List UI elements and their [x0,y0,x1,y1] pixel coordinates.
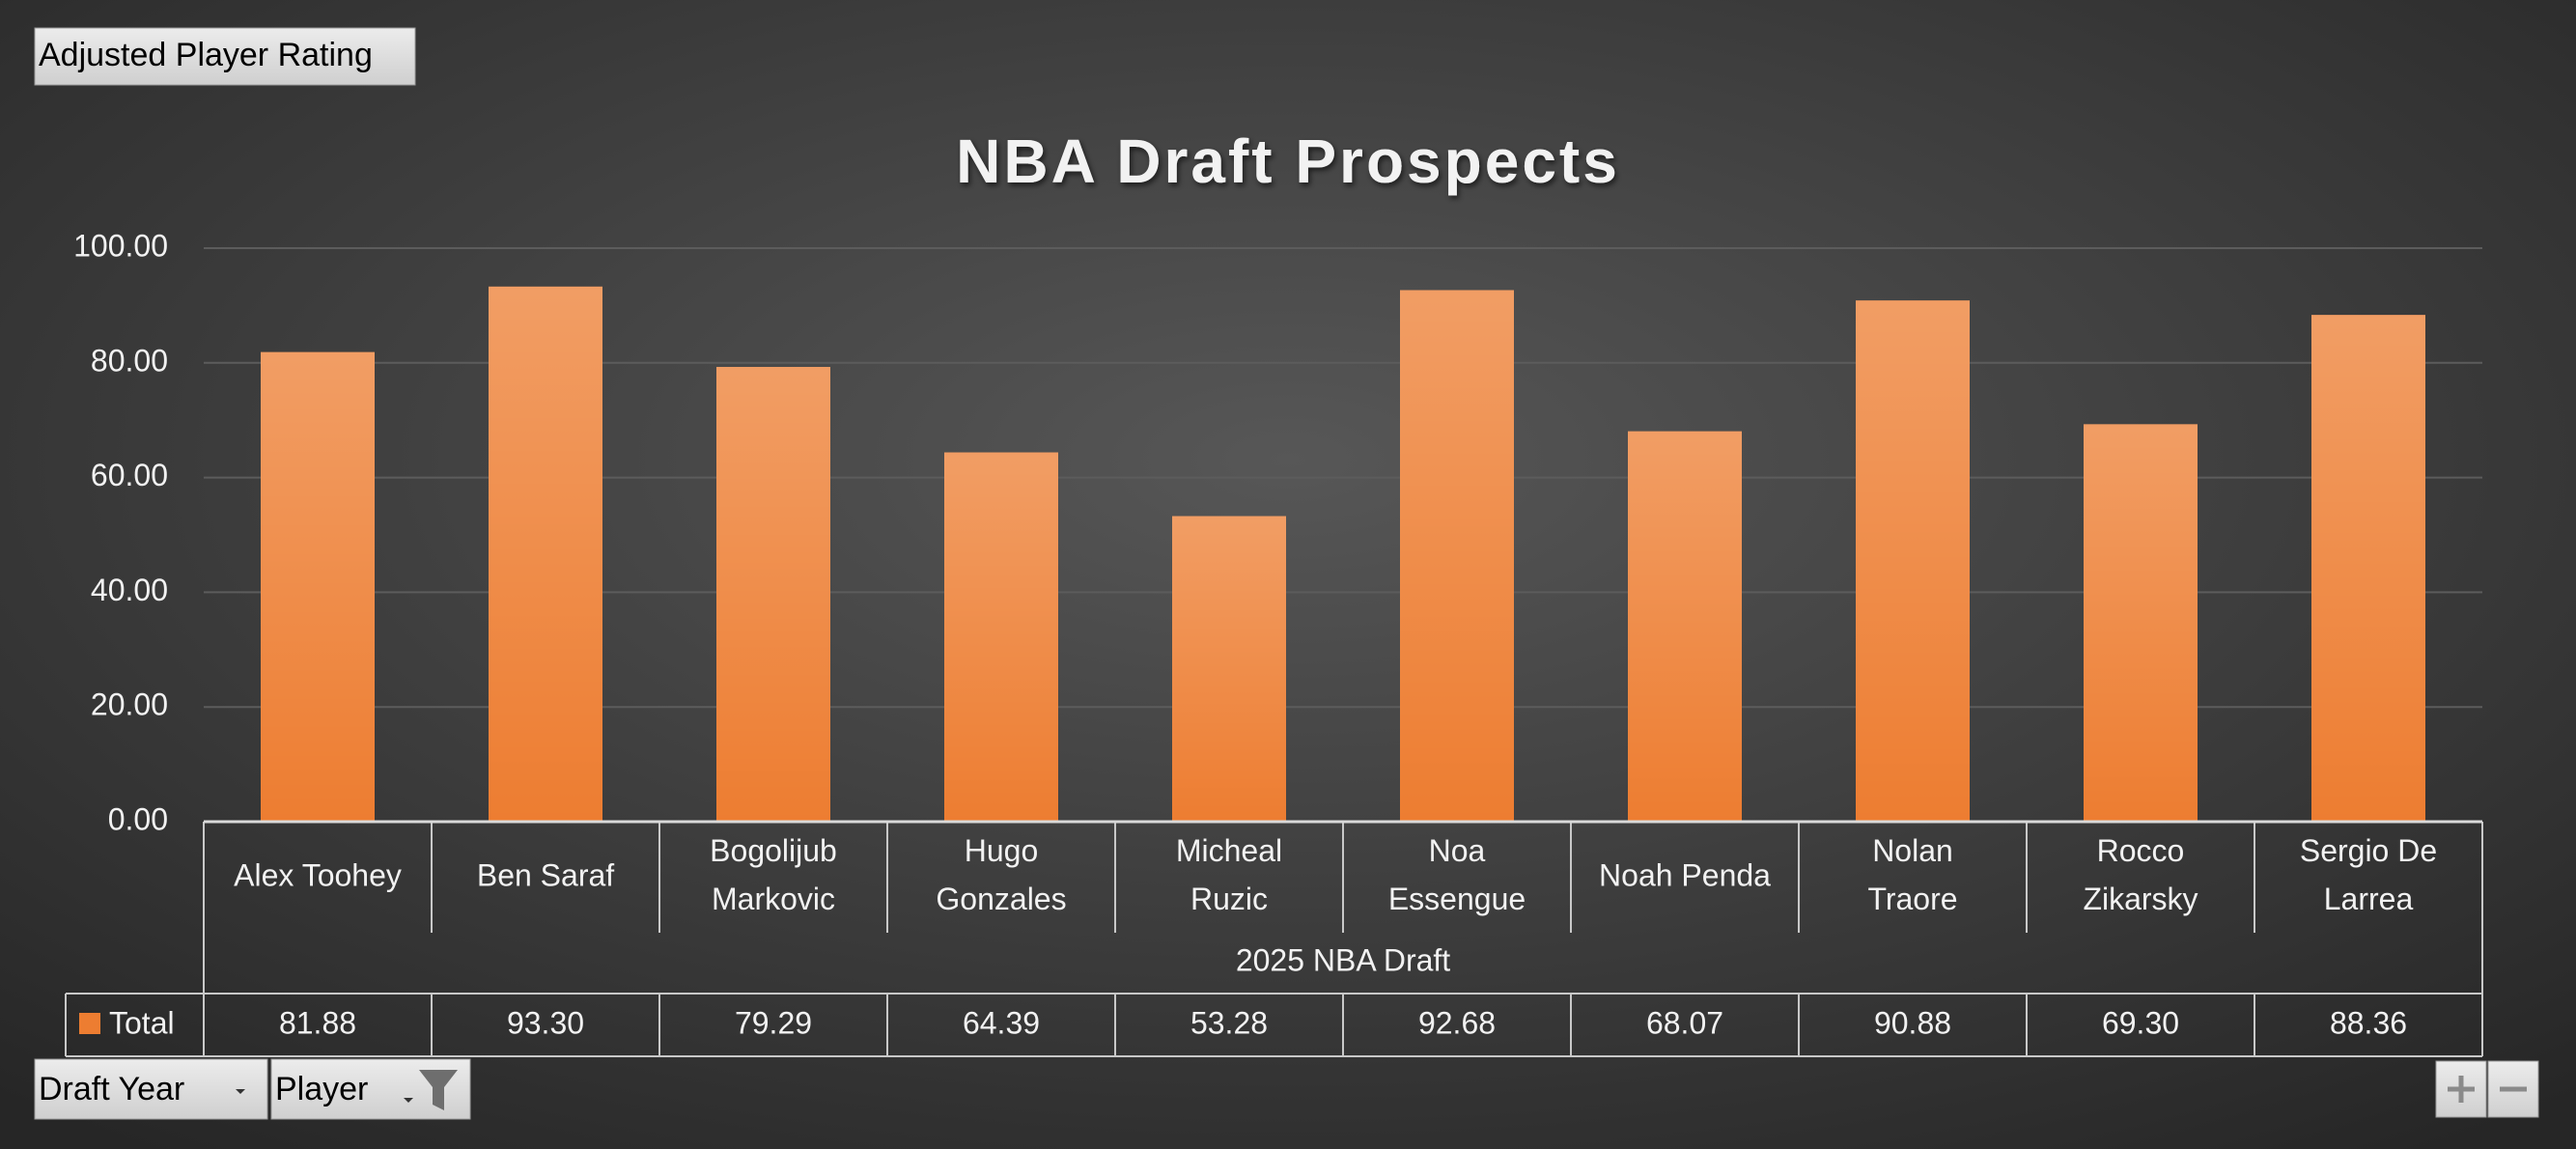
filter-icon[interactable] [419,1070,458,1110]
x-tick-label: Bogolijub Markovic [710,833,837,916]
bar-sheen [1172,516,1286,822]
collapse-button[interactable] [2487,1060,2539,1118]
x-tick-label: Noah Penda [1599,857,1771,892]
plus-icon[interactable] [2448,1076,2475,1103]
bar-sheen [261,351,375,822]
table-value: 69.30 [2102,1005,2179,1040]
x-tick-label: Nolan Traore [1867,833,1957,916]
x-tick-label: Micheal Ruzic [1176,833,1282,916]
x-tick-label: Rocco Zikarsky [2083,833,2198,916]
table-value: 92.68 [1418,1005,1496,1040]
bar-sheen [489,286,602,823]
y-tick-label: 80.00 [91,343,168,378]
x-tick-label: Ben Saraf [477,857,614,892]
group-label: 2025 NBA Draft [1236,942,1450,977]
y-tick-label: 60.00 [91,458,168,492]
y-tick-label: 40.00 [91,573,168,607]
bar-sheen [2311,315,2425,822]
expand-button[interactable] [2435,1060,2487,1118]
y-tick-label: 20.00 [91,687,168,722]
bar-sheen [716,367,830,822]
table-value: 68.07 [1646,1005,1723,1040]
button-label[interactable]: Player [275,1071,368,1107]
x-tick-label: Sergio De Larrea [2300,833,2437,916]
legend-label: Total [109,1005,175,1040]
table-value: 79.29 [735,1005,812,1040]
table-value: 53.28 [1190,1005,1268,1040]
table-value: 81.88 [279,1005,356,1040]
button-box[interactable] [34,27,416,86]
button-box[interactable] [34,1058,268,1120]
x-tick-label: Hugo Gonzales [936,833,1066,916]
bar-sheen [944,452,1058,822]
table-value: 64.39 [963,1005,1040,1040]
bar-sheen [1400,290,1514,822]
bar-sheen [1628,431,1742,822]
button-label[interactable]: Adjusted Player Rating [39,37,373,73]
table-value: 93.30 [507,1005,584,1040]
legend-key [79,1013,100,1034]
x-tick-label: Alex Toohey [234,857,402,892]
y-tick-label: 100.00 [73,228,168,263]
bar-sheen [1856,300,1970,822]
dropdown-arrow[interactable] [236,1089,245,1094]
x-tick-label: Noa Essengue [1388,833,1526,916]
button-label[interactable]: Draft Year [39,1071,184,1107]
dropdown-arrow[interactable] [404,1098,413,1103]
draft-year-button[interactable]: Draft Year [34,1058,268,1120]
bar-sheen [2084,424,2198,822]
table-value: 90.88 [1874,1005,1951,1040]
y-tick-label: 0.00 [108,801,168,836]
chart-title: NBA Draft Prospects [956,126,1620,196]
value-field-button[interactable]: Adjusted Player Rating [34,27,416,86]
table-value: 88.36 [2330,1005,2407,1040]
player-button[interactable]: Player [270,1058,471,1120]
